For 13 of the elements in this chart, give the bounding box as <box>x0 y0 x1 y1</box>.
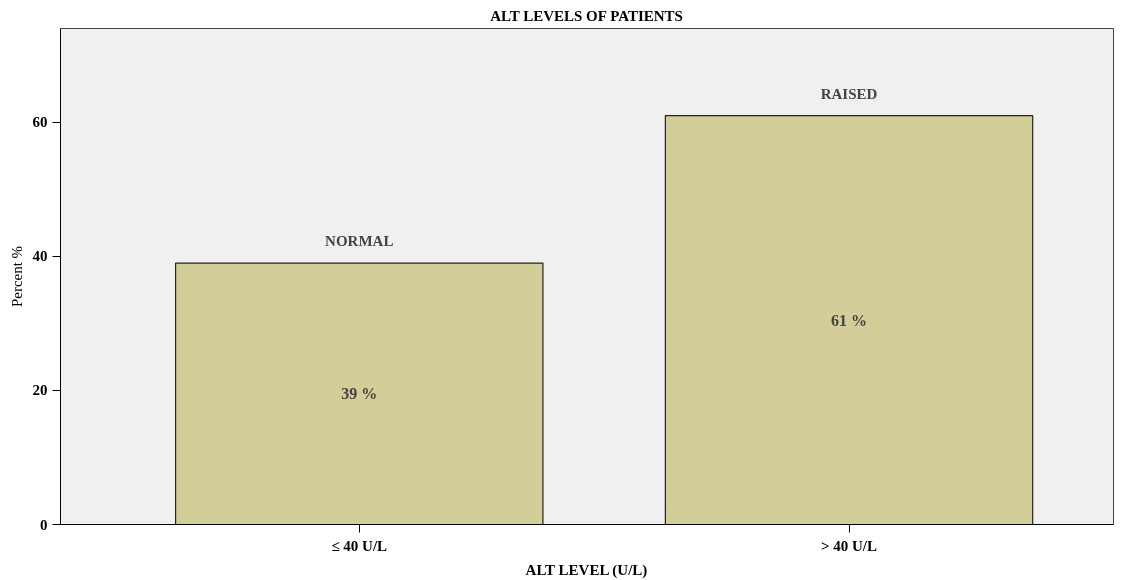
x-tick-label: ≤ 40 U/L <box>331 537 388 554</box>
y-tick-label: 60 <box>32 114 48 131</box>
y-axis-title: Percent % <box>8 245 25 308</box>
y-tick-label: 40 <box>32 248 48 265</box>
annotation: RAISED <box>820 85 878 102</box>
y-tick-label: 20 <box>32 382 48 399</box>
y-tick-label: 0 <box>40 516 48 533</box>
annotation: NORMAL <box>325 233 394 250</box>
x-axis-title: ALT LEVEL (U/L) <box>525 561 648 579</box>
data-label: 39 % <box>341 385 378 403</box>
data-label: 61 % <box>831 311 868 329</box>
chart-title: ALT LEVELS OF PATIENTS <box>490 7 683 24</box>
x-tick-label: > 40 U/L <box>821 537 878 554</box>
